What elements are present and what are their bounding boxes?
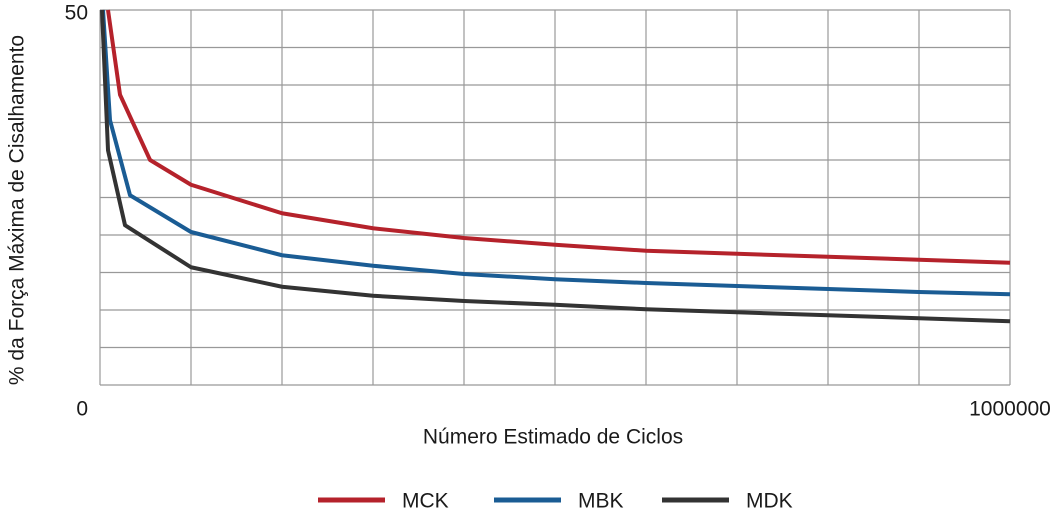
legend-label: MCK (402, 490, 449, 513)
line-series (100, 9, 1011, 324)
legend-label: MBK (578, 490, 624, 513)
x-axis-title: Número Estimado de Ciclos (423, 426, 683, 449)
x-tick-label: 1000000 (969, 398, 1051, 421)
y-tick-label: 50 (65, 2, 88, 25)
y-axis-title: % da Força Máxima de Cisalhamento (6, 35, 29, 385)
legend-label: MDK (746, 490, 793, 513)
x-tick-label: 0 (76, 398, 88, 421)
line-series (106, 9, 1011, 265)
line-series (101, 9, 1011, 297)
